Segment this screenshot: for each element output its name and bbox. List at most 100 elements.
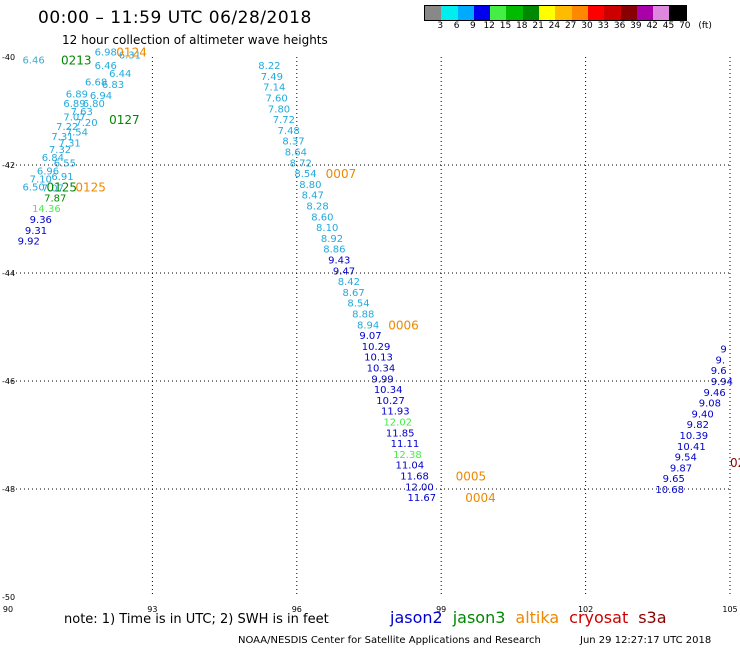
- wave-height-label: 9.87: [670, 463, 692, 474]
- wave-height-label: 6.80: [83, 99, 105, 110]
- wave-height-label: 7.48: [278, 126, 300, 137]
- wave-height-label: 6.44: [109, 69, 131, 80]
- color-scale-label: 70: [679, 21, 691, 31]
- wave-height-label: 6.68: [85, 77, 107, 88]
- lat-tick-label: -44: [2, 269, 15, 278]
- lon-tick-label: 99: [436, 605, 446, 614]
- wave-height-label: 7.14: [263, 83, 285, 94]
- wave-height-label: 6.98: [95, 48, 117, 59]
- legend-jason2: jason2: [390, 608, 443, 627]
- credit-text: NOAA/NESDIS Center for Satellite Applica…: [238, 635, 541, 646]
- pass-time-label: 0007: [326, 167, 357, 181]
- color-scale-label: 27: [564, 21, 577, 31]
- wave-height-label: 6.89: [63, 99, 85, 110]
- page-title: 00:00 – 11:59 UTC 06/28/2018: [38, 8, 312, 28]
- lat-tick-label: -42: [2, 161, 15, 170]
- pass-time-label: 0124: [116, 46, 147, 60]
- wave-height-label: 7.07: [42, 184, 64, 195]
- wave-height-label: 9.31: [25, 226, 47, 237]
- wave-height-label: 6.96: [37, 166, 59, 177]
- color-scale-swatch: [587, 6, 605, 20]
- wave-height-label: 10.39: [679, 431, 708, 442]
- wave-height-label: 7.31: [51, 132, 73, 143]
- wave-height-label: 8.72: [290, 158, 312, 169]
- color-scale-swatch: [555, 6, 572, 20]
- wave-height-label: 9.36: [30, 215, 52, 226]
- color-scale-bar: [424, 5, 687, 21]
- color-scale-swatch: [636, 6, 654, 20]
- generated-timestamp: Jun 29 12:27:17 UTC 2018: [580, 635, 712, 646]
- wave-height-label: 10.41: [677, 442, 706, 453]
- color-scale-label: 33: [597, 21, 610, 31]
- color-scale-swatch: [457, 6, 474, 20]
- wave-height-label: 9.40: [691, 409, 713, 420]
- axis-ticks: 90 93 96 99 102 105 -40 -42 -44 -46 -48 -50: [2, 53, 738, 614]
- wave-height-label: 10.27: [376, 396, 405, 407]
- map-grid: [8, 57, 731, 597]
- wave-height-label: 9.08: [699, 399, 721, 410]
- page-subtitle: 12 hour collection of altimeter wave hei…: [62, 33, 328, 47]
- color-scale-label: 12: [483, 21, 495, 31]
- color-scale-label: 45: [662, 21, 675, 31]
- color-scale-label: 15: [499, 21, 512, 31]
- wave-height-label: 7.22: [56, 122, 78, 133]
- lat-tick-label: -46: [2, 377, 15, 386]
- wave-height-label: 6.89: [66, 90, 88, 101]
- wave-height-label: 7.31: [59, 138, 81, 149]
- wave-height-label: 7.20: [75, 118, 97, 129]
- wave-height-label: 8.88: [352, 310, 374, 321]
- wave-height-label: 8.80: [299, 180, 321, 191]
- color-scale-labels: 3 6 9 12 15 18 21 24 27 30 33 36 39 42 45 70 (ft): [424, 21, 740, 33]
- color-scale-label: 24: [548, 21, 561, 31]
- wave-height-label: 10.29: [362, 342, 391, 353]
- color-scale-label: 21: [532, 21, 544, 31]
- wave-height-label: 7.63: [71, 107, 93, 118]
- wave-height-label: 14.36: [32, 204, 61, 215]
- wave-height-label: 11.93: [381, 407, 410, 418]
- lat-tick-label: -50: [2, 593, 15, 602]
- color-scale-swatch: [506, 6, 523, 20]
- color-scale-swatch: [522, 6, 540, 20]
- wave-height-label: 7.60: [266, 94, 288, 105]
- wave-height-label: 9.43: [328, 256, 350, 267]
- wave-height-label: 12.02: [383, 418, 412, 429]
- wave-height-label: 10.34: [367, 364, 396, 375]
- color-scale-swatch: [653, 6, 670, 20]
- pass-time-label: 0127: [109, 113, 140, 127]
- pass-time-label: 0213: [61, 54, 92, 68]
- wave-height-label: 7.54: [66, 128, 88, 139]
- wave-height-label: 9.: [716, 355, 726, 366]
- wave-height-label: 8.94: [357, 320, 379, 331]
- wave-height-label: 8.47: [302, 191, 324, 202]
- color-scale-swatch: [473, 6, 491, 20]
- wave-height-label: 9.6: [711, 366, 727, 377]
- wave-height-label: 11.85: [386, 428, 415, 439]
- wave-height-label: 12.00: [405, 482, 434, 493]
- wave-height-label: 7.72: [273, 115, 295, 126]
- lon-tick-label: 93: [147, 605, 157, 614]
- wave-height-label: 6.46: [95, 61, 117, 72]
- wave-height-label: 11.11: [391, 439, 420, 450]
- color-scale-label: 30: [581, 21, 593, 31]
- wave-height-label: 6.91: [51, 172, 73, 183]
- wave-height-label: 8.10: [316, 223, 338, 234]
- color-scale-label: 3: [437, 21, 444, 31]
- wave-height-label: 6.55: [54, 158, 76, 169]
- wave-height-label: 8.67: [343, 288, 365, 299]
- color-scale-swatch: [539, 6, 556, 20]
- wave-height-label: 9.07: [359, 331, 381, 342]
- pass-time-label: 02: [730, 456, 740, 470]
- color-scale-label: 39: [630, 21, 642, 31]
- wave-height-label: 8.37: [282, 137, 304, 148]
- pass-time-label: 0125: [47, 181, 78, 195]
- color-scale-label: 36: [613, 21, 626, 31]
- wave-height-label: 6.46: [22, 56, 44, 67]
- wave-height-label: 9.99: [371, 374, 393, 385]
- wave-height-label: 9.65: [663, 474, 685, 485]
- color-scale-label: 6: [453, 21, 460, 31]
- legend-altika: altika: [515, 608, 560, 627]
- wave-height-label: 9: [720, 345, 726, 356]
- wave-height-label: 9.46: [704, 388, 726, 399]
- wave-height-label: 8.86: [323, 245, 345, 256]
